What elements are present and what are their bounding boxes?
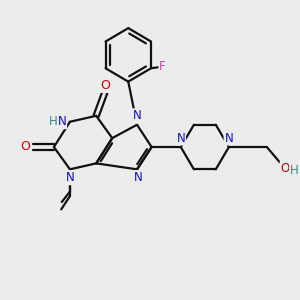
Text: N: N (57, 115, 66, 128)
Text: O: O (100, 79, 110, 92)
Text: N: N (176, 132, 185, 145)
Text: H: H (290, 164, 299, 177)
Text: H: H (49, 115, 58, 128)
Text: O: O (20, 140, 30, 153)
Text: H: H (50, 115, 58, 128)
Text: O: O (280, 162, 290, 175)
Text: N: N (134, 171, 143, 184)
Text: N: N (66, 171, 74, 184)
Text: N: N (57, 115, 66, 128)
Text: N: N (133, 109, 141, 122)
Text: N: N (134, 110, 143, 123)
Text: N: N (64, 171, 73, 184)
Text: F: F (159, 60, 166, 73)
Text: N: N (224, 132, 233, 145)
Text: N: N (134, 171, 143, 184)
Text: N: N (64, 171, 73, 184)
